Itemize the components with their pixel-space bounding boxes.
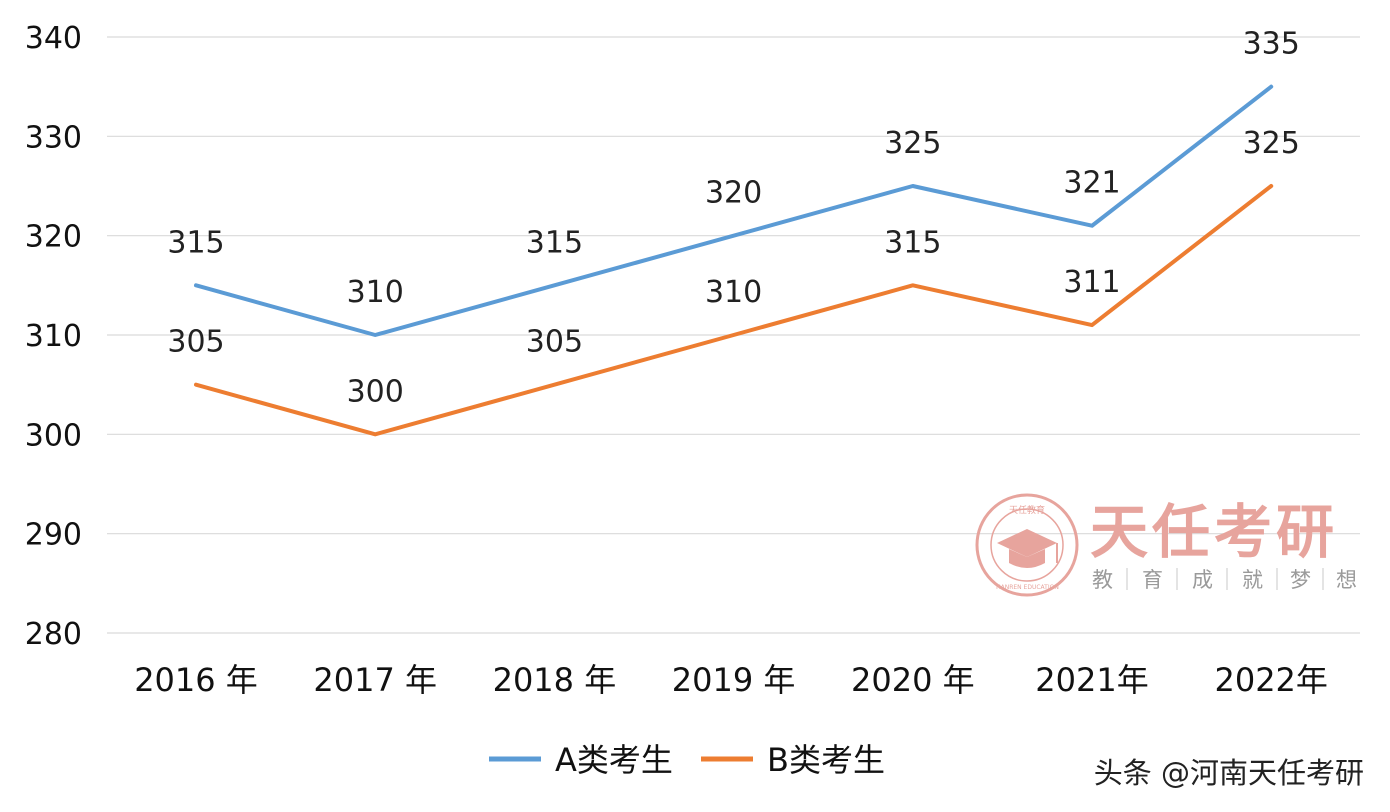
legend: A类考生 B类考生 — [489, 741, 885, 779]
series-line-b — [194, 184, 1274, 437]
watermark-slogan-char: 成 — [1192, 568, 1213, 592]
x-tick-label: 2019 年 — [672, 661, 796, 699]
data-label: 325 — [1243, 126, 1300, 161]
x-tick-label: 2022年 — [1214, 661, 1327, 699]
y-tick-label: 330 — [25, 120, 82, 155]
data-label: 305 — [526, 325, 583, 360]
y-tick-label: 320 — [25, 220, 82, 255]
watermark-slogan-char: 教 — [1092, 568, 1113, 592]
data-labels: 315 310 315 320 325 321 335 305 300 305 310 315 311 3… — [167, 27, 1299, 410]
x-tick-label: 2021年 — [1035, 661, 1148, 699]
series-lines — [194, 84, 1274, 437]
y-tick-label: 300 — [25, 418, 82, 453]
data-label: 315 — [526, 225, 583, 260]
x-axis: 2016 年 2017 年 2018 年 2019 年 2020 年 2021年 2022年 — [134, 661, 1328, 699]
data-label: 320 — [705, 176, 762, 211]
y-axis: 340 330 320 310 300 290 280 — [25, 21, 82, 652]
x-tick-label: 2018 年 — [493, 661, 617, 699]
data-label: 300 — [347, 374, 404, 409]
y-tick-label: 310 — [25, 319, 82, 354]
data-label: 310 — [705, 275, 762, 310]
data-label: 325 — [884, 126, 941, 161]
data-label: 315 — [167, 225, 224, 260]
watermark-slogan: 教 育 成 就 梦 想 — [1092, 568, 1357, 592]
data-label: 321 — [1063, 166, 1120, 201]
data-label: 310 — [347, 275, 404, 310]
watermark-slogan-char: 梦 — [1290, 568, 1311, 592]
watermark: 天任教育 TIANREN EDUCATION 天任考研 教 育 成 就 梦 想 — [975, 493, 1357, 597]
watermark-slogan-char: 就 — [1242, 568, 1263, 592]
y-tick-label: 280 — [25, 617, 82, 652]
y-tick-label: 340 — [25, 21, 82, 56]
legend-label-a: A类考生 — [555, 741, 673, 779]
watermark-slogan-char: 育 — [1142, 568, 1163, 592]
data-label: 305 — [167, 325, 224, 360]
x-tick-label: 2016 年 — [134, 661, 258, 699]
legend-label-b: B类考生 — [767, 741, 885, 779]
data-label: 315 — [884, 225, 941, 260]
data-label: 335 — [1243, 27, 1300, 62]
watermark-slogan-char: 想 — [1336, 568, 1357, 592]
x-tick-label: 2020 年 — [851, 661, 975, 699]
watermark-title: 天任考研 — [1090, 498, 1338, 566]
watermark-logo-text: 天任教育 — [1009, 504, 1045, 516]
y-tick-label: 290 — [25, 518, 82, 553]
watermark-logo-subtext: TIANREN EDUCATION — [994, 584, 1059, 591]
series-line-a — [194, 84, 1274, 337]
watermark-logo-icon: 天任教育 TIANREN EDUCATION — [975, 493, 1079, 597]
source-credit: 头条 @河南天任考研 — [1094, 756, 1364, 790]
x-tick-label: 2017 年 — [313, 661, 437, 699]
data-label: 311 — [1063, 265, 1120, 300]
